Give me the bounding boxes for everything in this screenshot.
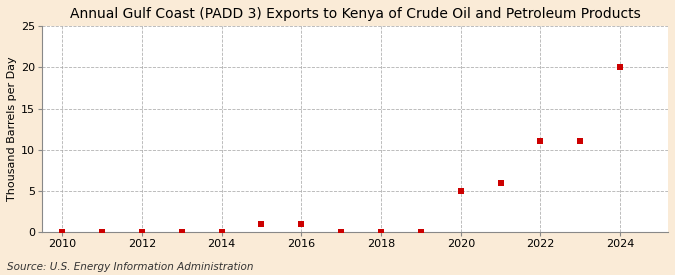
Point bbox=[416, 230, 427, 234]
Point bbox=[136, 230, 147, 234]
Point bbox=[97, 230, 107, 234]
Point bbox=[335, 230, 346, 234]
Point bbox=[456, 189, 466, 193]
Point bbox=[256, 221, 267, 226]
Title: Annual Gulf Coast (PADD 3) Exports to Kenya of Crude Oil and Petroleum Products: Annual Gulf Coast (PADD 3) Exports to Ke… bbox=[70, 7, 641, 21]
Point bbox=[57, 230, 68, 234]
Text: Source: U.S. Energy Information Administration: Source: U.S. Energy Information Administ… bbox=[7, 262, 253, 272]
Point bbox=[535, 139, 546, 144]
Point bbox=[176, 230, 187, 234]
Point bbox=[216, 230, 227, 234]
Point bbox=[375, 230, 386, 234]
Y-axis label: Thousand Barrels per Day: Thousand Barrels per Day bbox=[7, 57, 17, 201]
Point bbox=[575, 139, 586, 144]
Point bbox=[495, 180, 506, 185]
Point bbox=[296, 221, 306, 226]
Point bbox=[615, 65, 626, 70]
